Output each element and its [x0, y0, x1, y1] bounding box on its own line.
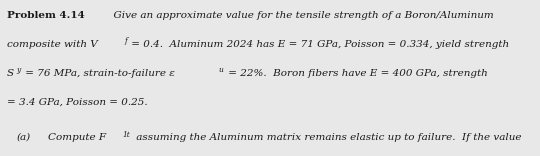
Text: Give an approximate value for the tensile strength of a Boron/Aluminum: Give an approximate value for the tensil… [107, 11, 494, 20]
Text: S: S [7, 69, 14, 78]
Text: (a): (a) [16, 133, 30, 142]
Text: u: u [219, 66, 224, 74]
Text: = 3.4 GPa, Poisson = 0.25.: = 3.4 GPa, Poisson = 0.25. [7, 98, 147, 107]
Text: assuming the Aluminum matrix remains elastic up to failure.  If the value: assuming the Aluminum matrix remains ela… [132, 133, 521, 142]
Text: Problem 4.14: Problem 4.14 [7, 11, 85, 20]
Text: = 22%.  Boron fibers have E = 400 GPa, strength: = 22%. Boron fibers have E = 400 GPa, st… [225, 69, 488, 78]
Text: composite with V: composite with V [7, 40, 98, 49]
Text: 1t: 1t [123, 131, 130, 139]
Text: Compute F: Compute F [48, 133, 106, 142]
Text: f: f [124, 37, 127, 45]
Text: = 76 MPa, strain-to-failure ε: = 76 MPa, strain-to-failure ε [22, 69, 174, 78]
Text: y: y [16, 66, 21, 74]
Text: = 0.4.  Aluminum 2024 has E = 71 GPa, Poisson = 0.334, yield strength: = 0.4. Aluminum 2024 has E = 71 GPa, Poi… [127, 40, 509, 49]
